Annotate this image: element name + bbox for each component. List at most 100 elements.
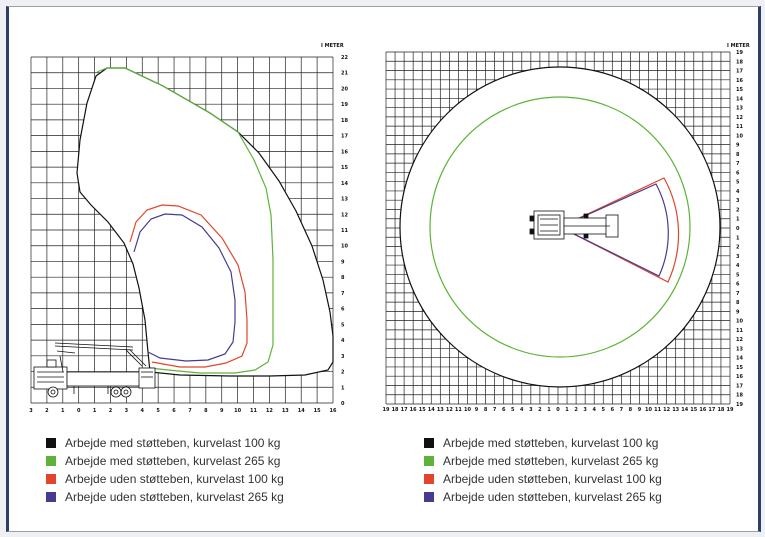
legend-item: Arbejde uden støtteben, kurvelast 265 kg [46, 488, 284, 506]
side-y-tick-label: 12 [341, 212, 348, 218]
top-x-tick-label: 18 [717, 407, 724, 413]
top-x-tick-label: 4 [592, 407, 596, 413]
side-y-tick-label: 6 [341, 307, 345, 313]
side-x-tick-label: 9 [220, 408, 224, 414]
top-envelope-green [429, 96, 691, 358]
legend-item: Arbejde med støtteben, kurvelast 100 kg [46, 434, 284, 452]
top-y-tick-label: 6 [736, 170, 740, 176]
top-y-tick-label: 13 [736, 106, 743, 112]
side-x-tick-label: 7 [188, 408, 192, 414]
top-y-tick-label: 8 [736, 152, 740, 158]
side-x-tick-label: 2 [45, 408, 49, 414]
top-y-tick-label: 0 [736, 226, 740, 232]
side-y-tick-label: 1 [341, 385, 345, 391]
side-x-tick-label: 3 [125, 408, 129, 414]
top-envelope-purple [558, 183, 669, 277]
side-y-tick-label: 14 [341, 181, 348, 187]
square-icon [46, 474, 56, 484]
legend-label: Arbejde uden støtteben, kurvelast 100 kg [443, 472, 662, 486]
side-view-unit-label: I METER [321, 43, 344, 49]
top-view-y-tick-labels: 1918171615141312111098765432101234567891… [736, 50, 743, 408]
legend-label: Arbejde uden støtteben, kurvelast 100 kg [65, 472, 284, 486]
top-x-tick-label: 7 [493, 407, 497, 413]
truck-side-icon [33, 342, 156, 398]
top-x-tick-label: 19 [727, 407, 734, 413]
side-y-tick-label: 9 [341, 259, 345, 265]
top-x-tick-label: 6 [611, 407, 615, 413]
legend-item: Arbejde uden støtteben, kurvelast 100 kg [424, 470, 662, 488]
side-y-tick-label: 21 [341, 71, 348, 77]
top-x-tick-label: 18 [392, 407, 399, 413]
top-x-tick-label: 7 [620, 407, 624, 413]
side-y-tick-label: 10 [341, 244, 348, 250]
top-x-tick-label: 5 [602, 407, 606, 413]
top-x-tick-label: 10 [464, 407, 471, 413]
square-icon [46, 438, 56, 448]
top-y-tick-label: 4 [736, 189, 740, 195]
side-y-tick-label: 15 [341, 165, 348, 171]
top-view-unit-label: I METER [727, 43, 750, 49]
top-y-tick-label: 16 [736, 78, 743, 84]
top-view-x-tick-labels: 19 18 17 16 15 14 13 12 11 10 9 8 7 6 5 4 3 2 1 0 1 2 3 4 5 6 7 8 9 1… [383, 407, 734, 413]
side-x-tick-label: 14 [298, 408, 305, 414]
top-y-tick-label: 17 [736, 69, 743, 75]
legend-label: Arbejde med støtteben, kurvelast 100 kg [443, 436, 659, 450]
side-y-tick-label: 8 [341, 275, 345, 281]
top-x-tick-label: 17 [401, 407, 408, 413]
top-x-tick-label: 9 [638, 407, 642, 413]
top-envelope-red [558, 177, 680, 283]
top-y-tick-label: 14 [736, 356, 743, 362]
top-x-tick-label: 8 [629, 407, 633, 413]
legend-label: Arbejde uden støtteben, kurvelast 265 kg [65, 490, 284, 504]
side-x-tick-label: 8 [204, 408, 208, 414]
top-x-tick-label: 12 [446, 407, 453, 413]
top-y-tick-label: 3 [736, 198, 740, 204]
legend-right: Arbejde med støtteben, kurvelast 100 kg … [424, 434, 662, 506]
top-y-tick-label: 16 [736, 374, 743, 380]
top-y-tick-label: 10 [736, 133, 743, 139]
top-x-tick-label: 1 [547, 407, 551, 413]
top-y-tick-label: 12 [736, 337, 743, 343]
legend-label: Arbejde uden støtteben, kurvelast 265 kg [443, 490, 662, 504]
top-x-tick-label: 17 [708, 407, 715, 413]
side-x-tick-label: 1 [93, 408, 97, 414]
square-icon [424, 438, 434, 448]
top-x-tick-label: 2 [538, 407, 542, 413]
top-y-tick-label: 17 [736, 383, 743, 389]
side-y-tick-label: 11 [341, 228, 348, 234]
side-y-tick-label: 17 [341, 134, 348, 140]
side-envelope-black [76, 67, 334, 377]
square-icon [46, 456, 56, 466]
top-y-tick-label: 7 [736, 161, 740, 167]
top-x-tick-label: 15 [690, 407, 697, 413]
square-icon [424, 492, 434, 502]
side-y-tick-label: 7 [341, 291, 345, 297]
top-y-tick-label: 1 [736, 235, 740, 241]
side-y-tick-label: 2 [341, 370, 345, 376]
legend-item: Arbejde uden støtteben, kurvelast 100 kg [46, 470, 284, 488]
top-y-tick-label: 13 [736, 346, 743, 352]
top-y-tick-label: 15 [736, 87, 743, 93]
side-y-tick-label: 20 [341, 86, 348, 92]
side-x-tick-label: 1 [61, 408, 65, 414]
side-envelope-purple [133, 213, 236, 362]
top-y-tick-label: 12 [736, 115, 743, 121]
top-y-tick-label: 11 [736, 328, 743, 334]
legend-label: Arbejde med støtteben, kurvelast 265 kg [65, 454, 281, 468]
top-y-tick-label: 5 [736, 272, 740, 278]
side-y-tick-label: 0 [341, 401, 345, 407]
side-x-tick-label: 2 [109, 408, 113, 414]
top-x-tick-label: 9 [475, 407, 479, 413]
top-y-tick-label: 9 [736, 143, 740, 149]
side-x-tick-label: 10 [234, 408, 241, 414]
side-y-tick-label: 16 [341, 149, 348, 155]
side-x-tick-label: 3 [29, 408, 33, 414]
side-x-tick-label: 12 [266, 408, 273, 414]
top-x-tick-label: 3 [583, 407, 587, 413]
top-view-chart: I METER 19181716151413121110987654321012… [383, 43, 750, 413]
side-view-x-tick-labels: 3 2 1 0 1 2 3 4 5 6 7 8 9 10 11 12 13 14 15 16 [29, 408, 337, 414]
side-view-chart: I METER 01234567891011121314151617181920… [29, 43, 348, 414]
top-x-tick-label: 8 [484, 407, 488, 413]
